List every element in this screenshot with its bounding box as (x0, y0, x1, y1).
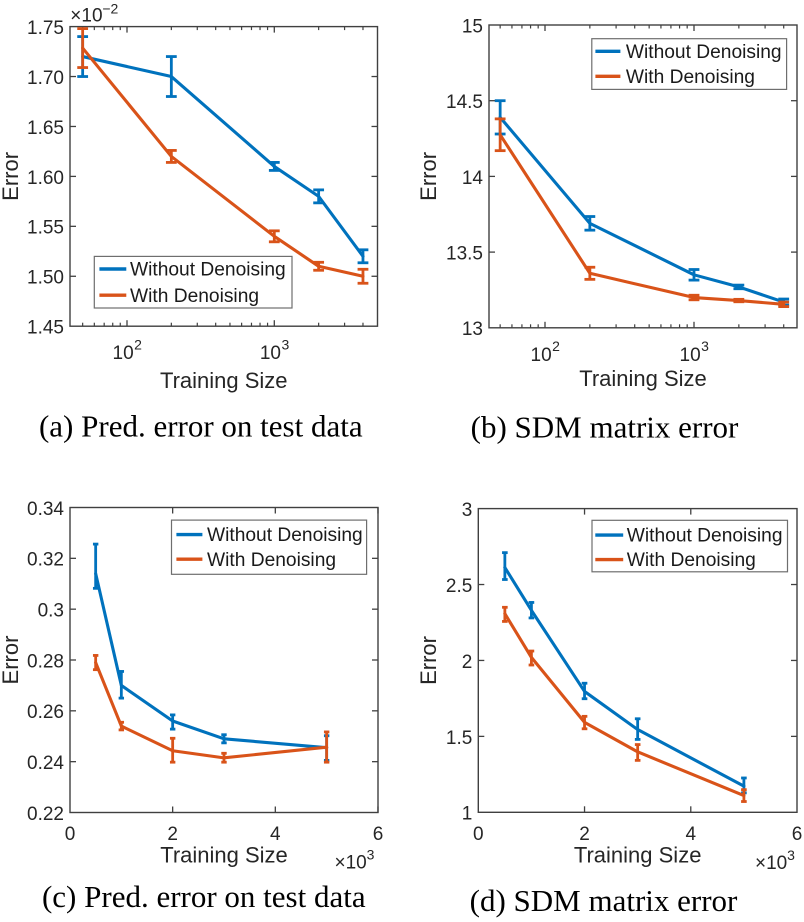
svg-text:2.5: 2.5 (446, 576, 472, 597)
svg-text:Error: Error (416, 636, 441, 685)
svg-text:1.60: 1.60 (27, 168, 64, 189)
svg-text:1.50: 1.50 (27, 268, 64, 289)
svg-text:0.22: 0.22 (27, 804, 64, 825)
svg-text:0.26: 0.26 (27, 702, 64, 723)
svg-text:Without Denoising: Without Denoising (130, 260, 286, 281)
svg-text:1: 1 (462, 804, 473, 825)
svg-text:1.5: 1.5 (446, 728, 472, 749)
svg-text:6: 6 (792, 824, 803, 845)
svg-text:14: 14 (462, 168, 484, 189)
svg-text:4: 4 (270, 824, 281, 845)
svg-text:3: 3 (462, 500, 473, 521)
svg-text:Without Denoising: Without Denoising (207, 525, 363, 546)
svg-text:2: 2 (552, 338, 560, 354)
svg-text:2: 2 (167, 824, 178, 845)
svg-text:With Denoising: With Denoising (207, 550, 336, 571)
svg-text:3: 3 (281, 336, 289, 352)
svg-text:6: 6 (373, 824, 384, 845)
svg-text:(c) Pred. error on test data: (c) Pred. error on test data (42, 879, 366, 914)
svg-text:2: 2 (462, 652, 473, 673)
svg-text:With Denoising: With Denoising (130, 286, 259, 307)
svg-text:0: 0 (473, 824, 484, 845)
svg-text:2: 2 (134, 336, 142, 352)
svg-text:15: 15 (462, 16, 483, 37)
svg-text:10: 10 (680, 345, 701, 366)
svg-text:1.55: 1.55 (27, 218, 64, 239)
svg-text:1.75: 1.75 (27, 18, 64, 39)
svg-text:1.70: 1.70 (27, 68, 64, 89)
svg-text:Training Size: Training Size (574, 842, 702, 867)
svg-text:Error: Error (416, 152, 441, 201)
svg-text:10: 10 (113, 343, 134, 364)
svg-text:Error: Error (0, 636, 23, 685)
svg-text:0.34: 0.34 (27, 499, 64, 520)
svg-text:With Denoising: With Denoising (627, 550, 756, 571)
svg-text:×10: ×10 (335, 853, 367, 874)
svg-text:−2: −2 (102, 1, 118, 17)
svg-text:Error: Error (0, 152, 23, 201)
svg-text:1.65: 1.65 (27, 118, 64, 139)
svg-text:Training Size: Training Size (160, 843, 288, 868)
svg-text:With Denoising: With Denoising (626, 67, 755, 88)
svg-text:10: 10 (531, 345, 552, 366)
svg-text:Training Size: Training Size (579, 366, 707, 391)
svg-text:4: 4 (685, 824, 696, 845)
svg-text:Without Denoising: Without Denoising (626, 42, 782, 63)
svg-text:0: 0 (65, 824, 76, 845)
svg-text:10: 10 (260, 343, 281, 364)
svg-text:×10: ×10 (70, 6, 102, 27)
svg-text:(b) SDM matrix error: (b) SDM matrix error (471, 410, 739, 445)
svg-text:14.5: 14.5 (446, 92, 483, 113)
svg-text:(a) Pred. error on test data: (a) Pred. error on test data (39, 408, 363, 443)
svg-text:3: 3 (787, 847, 795, 863)
svg-text:2: 2 (579, 824, 590, 845)
svg-text:Without Denoising: Without Denoising (627, 526, 783, 547)
svg-text:0.24: 0.24 (27, 753, 64, 774)
svg-text:1.45: 1.45 (27, 318, 64, 339)
svg-text:3: 3 (701, 338, 709, 354)
svg-text:Training Size: Training Size (160, 368, 288, 393)
svg-text:13: 13 (462, 319, 483, 340)
svg-text:0.32: 0.32 (27, 550, 64, 571)
svg-text:13.5: 13.5 (446, 244, 483, 265)
svg-text:0.3: 0.3 (38, 601, 64, 622)
svg-text:0.28: 0.28 (27, 651, 64, 672)
svg-text:×10: ×10 (755, 853, 787, 874)
svg-text:(d) SDM matrix error: (d) SDM matrix error (470, 883, 738, 918)
svg-text:3: 3 (367, 847, 375, 863)
